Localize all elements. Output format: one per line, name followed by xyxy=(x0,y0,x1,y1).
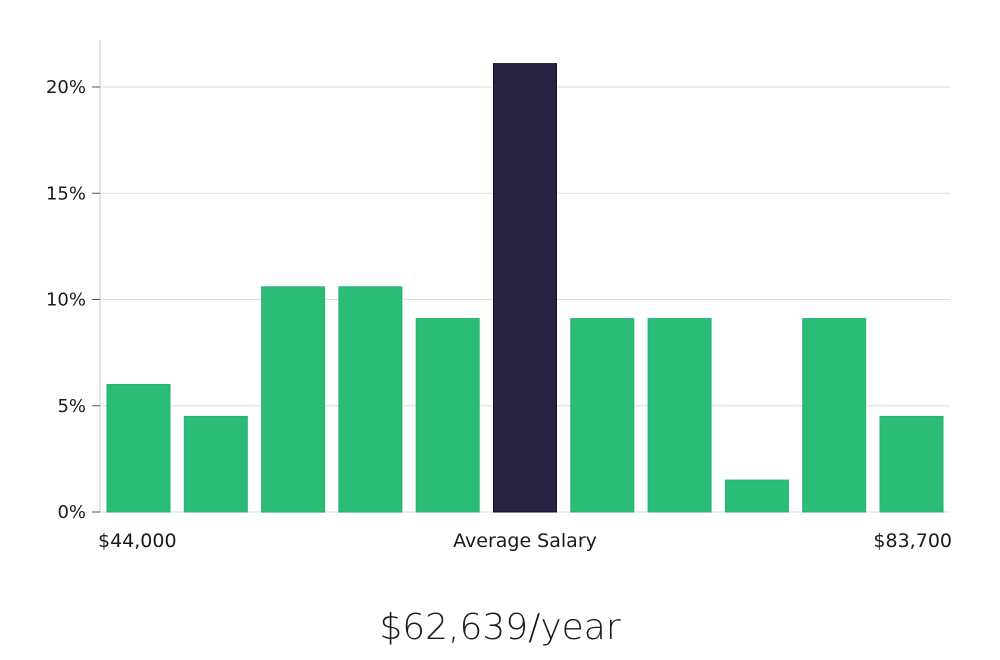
bar xyxy=(647,318,712,513)
x-max-label: $83,700 xyxy=(873,530,952,552)
bar xyxy=(570,318,635,513)
bar xyxy=(183,415,248,513)
x-min-label: $44,000 xyxy=(98,530,177,552)
average-salary-value: $62,639/year xyxy=(379,607,621,648)
y-tick-label: 5% xyxy=(57,396,86,417)
bar xyxy=(415,318,480,513)
y-tick-label: 0% xyxy=(57,502,86,523)
y-tick-label: 10% xyxy=(46,290,86,311)
bar-highlighted xyxy=(493,63,557,513)
bar xyxy=(338,286,403,513)
bar xyxy=(802,318,867,513)
y-tick-label: 15% xyxy=(46,183,86,204)
salary-histogram: 0% 5% 10% 15% 20% $44,000 Average Salary $83… xyxy=(46,40,952,552)
bar xyxy=(879,415,944,513)
y-axis-ticks: 0% 5% 10% 15% 20% xyxy=(46,77,100,523)
bar xyxy=(261,286,326,513)
bars xyxy=(106,63,944,513)
bar xyxy=(724,479,789,513)
bar xyxy=(106,384,171,513)
y-tick-label: 20% xyxy=(46,77,86,98)
x-axis-label: Average Salary xyxy=(453,530,597,552)
